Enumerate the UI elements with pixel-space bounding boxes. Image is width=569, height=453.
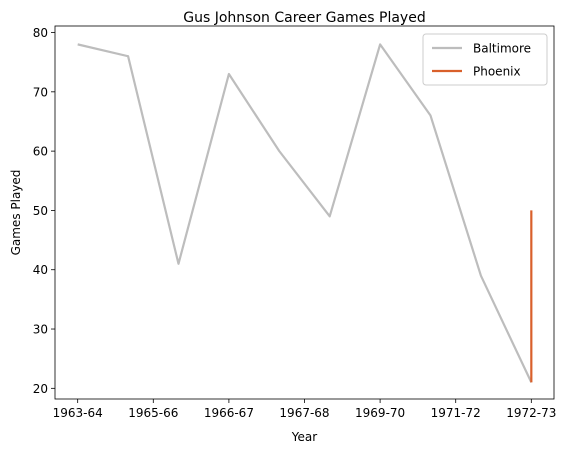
series-line-baltimore [77, 43, 533, 383]
x-axis-label: Year [291, 430, 317, 444]
x-tick-label: 1965-66 [128, 406, 178, 420]
x-tick-label: 1967-68 [279, 406, 329, 420]
legend-label-phoenix: Phoenix [473, 65, 521, 79]
y-tick-label: 40 [33, 263, 48, 277]
x-tick-label: 1969-70 [355, 406, 405, 420]
chart-title: Gus Johnson Career Games Played [183, 10, 425, 26]
y-axis: 20 30 40 50 60 70 80 [33, 26, 55, 396]
legend: Baltimore Phoenix [422, 33, 548, 86]
legend-label-baltimore: Baltimore [473, 42, 531, 56]
y-tick-label: 70 [33, 85, 48, 99]
series-layer [77, 43, 533, 383]
legend-box [422, 33, 548, 86]
x-tick-label: 1963-64 [53, 406, 103, 420]
y-tick-label: 60 [33, 145, 48, 159]
x-tick-label: 1971-72 [431, 406, 481, 420]
y-tick-label: 30 [33, 323, 48, 337]
plot-area: 1963-64 1965-66 1966-67 1967-68 1969-70 1971-… [33, 25, 556, 420]
x-tick-label: 1972-73 [506, 406, 556, 420]
y-tick-label: 20 [33, 382, 48, 396]
y-axis-label: Games Played [9, 170, 23, 256]
x-axis: 1963-64 1965-66 1966-67 1967-68 1969-70 1971-… [53, 399, 556, 420]
y-tick-label: 50 [33, 204, 48, 218]
y-tick-label: 80 [33, 26, 48, 40]
x-tick-label: 1966-67 [204, 406, 254, 420]
